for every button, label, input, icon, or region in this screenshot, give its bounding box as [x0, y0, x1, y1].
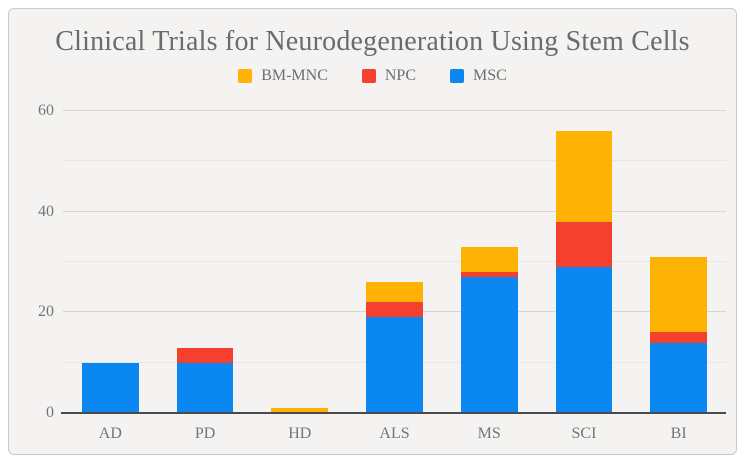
legend-item-msc[interactable]: MSC — [450, 67, 507, 85]
legend-label-msc: MSC — [473, 67, 507, 84]
bar-segment-ms-npc[interactable] — [460, 272, 518, 278]
minor-gridline-30 — [63, 261, 726, 262]
bar-segment-als-msc[interactable] — [366, 317, 423, 413]
y-tick-label-0: 0 — [46, 404, 54, 421]
legend-item-npc[interactable]: NPC — [361, 67, 416, 85]
major-gridline-60 — [63, 110, 726, 111]
bar-segment-als-bm-mnc[interactable] — [366, 282, 423, 303]
chart-title: Clinical Trials for Neurodegeneration Us… — [55, 26, 690, 57]
x-label-hd: HD — [288, 425, 312, 442]
x-label-ms: MS — [477, 425, 501, 442]
legend-item-bm-mnc[interactable]: BM-MNC — [238, 67, 328, 85]
bar-slot-als — [347, 111, 442, 413]
bar-segment-pd-msc[interactable] — [176, 362, 234, 413]
legend-swatch-npc — [361, 69, 376, 83]
legend-swatch-bm-mnc — [238, 69, 253, 83]
y-tick-label-20: 20 — [38, 303, 54, 321]
legend-swatch-msc — [450, 69, 464, 83]
chart-legend: BM-MNC NPC MSC — [9, 67, 736, 85]
bar-segment-bi-bm-mnc[interactable] — [650, 256, 708, 333]
bar-als — [366, 282, 423, 413]
bar-segment-sci-bm-mnc[interactable] — [555, 131, 613, 222]
bar-segment-bi-msc[interactable] — [650, 342, 708, 413]
legend-label-bm-mnc: BM-MNC — [261, 67, 328, 84]
bar-segment-als-npc[interactable] — [366, 302, 423, 318]
x-label-als: ALS — [379, 425, 410, 442]
bar-slot-sci — [537, 111, 632, 413]
bar-ms — [460, 246, 518, 413]
x-label-ad: AD — [98, 425, 122, 442]
x-axis-labels: AD PD HD ALS MS SCI BI — [63, 419, 726, 445]
bar-slot-ad — [63, 111, 158, 413]
bar-segment-ad-msc[interactable] — [81, 362, 139, 413]
bar-hd — [271, 407, 329, 413]
minor-gridline-50 — [63, 160, 726, 162]
y-tick-label-60: 60 — [38, 102, 54, 119]
major-gridline-40 — [63, 210, 726, 212]
bar-sci — [555, 131, 613, 413]
bar-ad — [81, 362, 139, 413]
chart-card: Clinical Trials for Neurodegeneration Us… — [8, 8, 737, 455]
bar-segment-hd-bm-mnc[interactable] — [271, 407, 329, 413]
bar-slot-bi — [631, 111, 726, 413]
legend-label-npc: NPC — [384, 67, 416, 84]
bar-segment-pd-npc[interactable] — [176, 347, 234, 363]
bar-pd — [176, 347, 234, 413]
bar-segment-sci-msc[interactable] — [555, 267, 613, 413]
x-label-pd: PD — [194, 425, 216, 442]
bar-segment-ms-bm-mnc[interactable] — [460, 246, 518, 273]
x-label-sci: SCI — [571, 425, 597, 442]
bar-segment-ms-msc[interactable] — [460, 277, 518, 413]
x-label-bi: BI — [670, 425, 687, 442]
plot-area: 0 20 40 60 — [38, 103, 726, 421]
bar-slot-hd — [252, 111, 347, 413]
y-tick-label-40: 40 — [38, 202, 54, 220]
x-axis-line — [61, 412, 726, 414]
bar-bi — [650, 256, 708, 413]
bar-slot-pd — [158, 111, 253, 413]
bar-segment-bi-npc[interactable] — [650, 332, 708, 343]
bar-segment-sci-npc[interactable] — [555, 221, 613, 268]
bars-container — [63, 111, 726, 413]
bar-slot-ms — [442, 111, 537, 413]
